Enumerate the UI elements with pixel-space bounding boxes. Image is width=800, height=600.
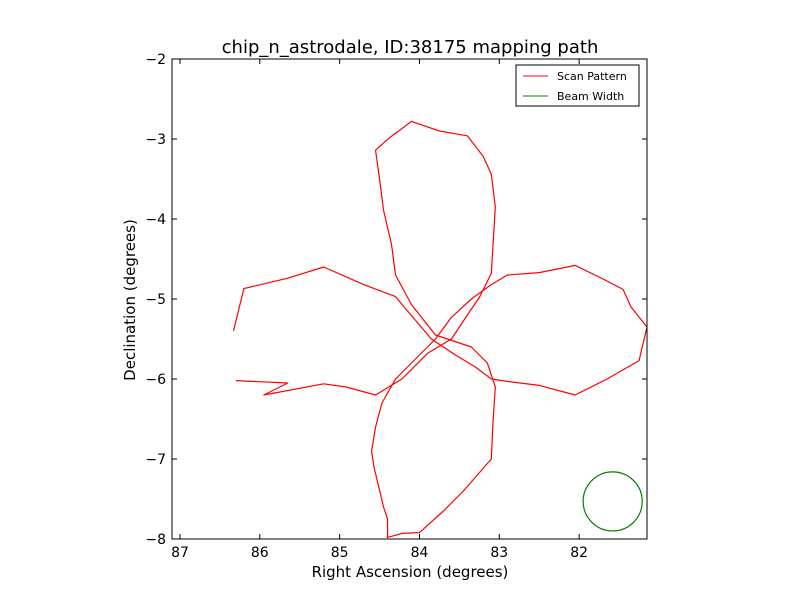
y-axis-ticks: −2 −3 −4 −5 −6 −7 −8 [145, 52, 647, 548]
x-axis-ticks: 87 86 85 84 83 82 [171, 59, 588, 561]
scan-pattern-line [232, 120, 647, 539]
legend-box [515, 64, 640, 107]
y-axis-label: Declination (degrees) [121, 219, 139, 381]
x-axis-label: Right Ascension (degrees) [312, 563, 509, 581]
legend: Scan Pattern Beam Width [515, 64, 640, 107]
y-tick-label: −2 [145, 52, 166, 68]
y-tick-label: −3 [145, 132, 166, 148]
x-tick-label: 87 [171, 545, 189, 561]
series-layer [232, 120, 647, 539]
x-tick-label: 83 [490, 545, 508, 561]
beam-width-circle [582, 471, 643, 532]
axes-background [172, 59, 647, 539]
x-tick-label: 84 [411, 545, 429, 561]
legend-scan-label: Scan Pattern [557, 70, 627, 83]
y-tick-label: −4 [145, 212, 166, 228]
y-tick-label: −7 [145, 452, 166, 468]
legend-beam-label: Beam Width [557, 90, 624, 103]
plot-area: 87 86 85 84 83 82 −2 −3 −4 −5 −6 −7 −8 [145, 52, 648, 561]
x-tick-label: 86 [251, 545, 269, 561]
x-tick-label: 85 [331, 545, 349, 561]
chart-title: chip_n_astrodale, ID:38175 mapping path [222, 37, 599, 58]
x-tick-label: 82 [570, 545, 588, 561]
y-tick-label: −8 [145, 532, 166, 548]
axes-frame [171, 58, 648, 540]
y-tick-label: −6 [145, 372, 166, 388]
y-tick-label: −5 [145, 292, 166, 308]
